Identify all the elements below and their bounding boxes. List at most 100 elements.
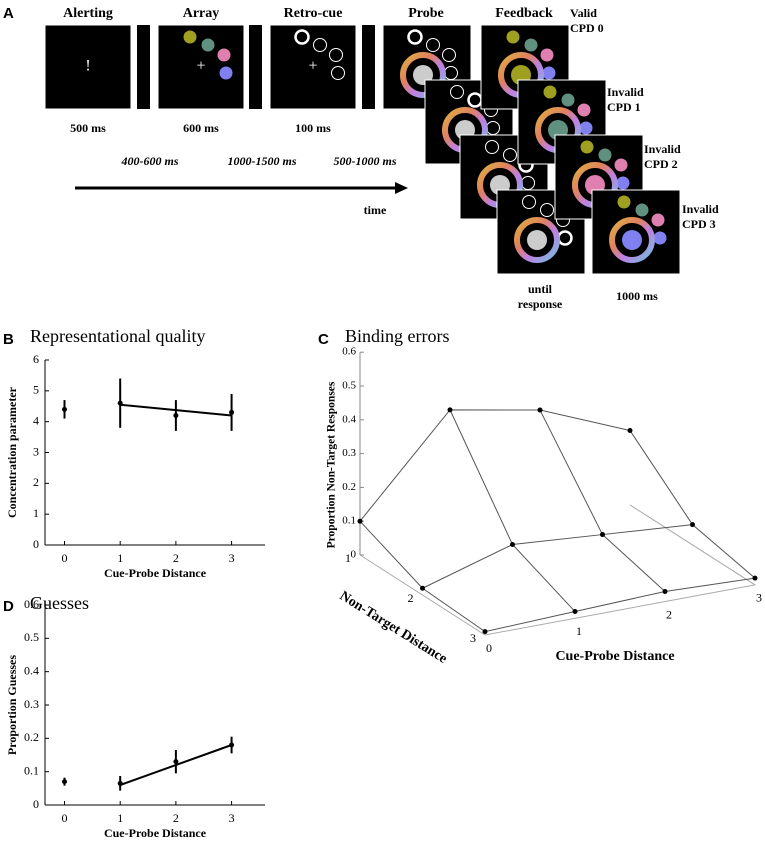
point [752,575,758,581]
label: 2 [173,551,179,565]
label: 1 [345,551,351,565]
item [635,203,649,217]
label: + [308,58,317,75]
label: Invalid [644,142,681,156]
point [61,779,67,785]
label: 0 [33,537,39,551]
blank-frame [137,25,150,109]
label: 0 [486,641,492,655]
label: Array [183,6,220,21]
label: 3 [33,444,39,458]
label: CPD 0 [570,21,604,35]
point [173,413,179,418]
label: 100 ms [295,121,331,135]
frame [269,24,357,110]
item [506,30,520,44]
label: D [3,598,14,615]
item [577,103,591,117]
item [442,48,456,62]
item [201,38,215,52]
label: 500 ms [70,121,106,135]
label: Representational quality [30,326,205,346]
label: until [528,282,553,296]
label: 0.2 [342,481,356,493]
label: Proportion Non-Target Responses [326,381,338,548]
label: 2 [173,811,179,825]
point [627,428,633,434]
label: 3 [229,811,235,825]
label: Cue-Probe Distance [555,649,674,664]
item [598,148,612,162]
item [561,93,575,107]
label: 0 [33,797,39,811]
label: 1000 ms [616,289,658,303]
label: Cue-Probe Distance [104,826,207,840]
point [537,407,543,413]
item [485,140,499,154]
color-wheel [400,52,446,98]
frame [157,24,245,110]
label: Cue-Probe Distance [104,566,207,580]
label: 2 [33,475,39,489]
label: 2 [408,591,414,605]
label: 0.1 [24,763,39,777]
label: 0.4 [24,663,39,677]
item [503,148,517,162]
point [447,407,453,413]
label: 1 [117,551,123,565]
label: response [518,297,563,311]
label: Alerting [63,6,113,21]
label: 0.5 [342,380,356,392]
label: 0.6 [342,346,356,358]
surface-line [422,524,693,589]
label: CPD 1 [607,100,641,114]
label: 3 [470,631,476,645]
floor [359,504,757,636]
point [61,406,67,412]
surface-line [539,409,666,592]
blank-frame [362,25,375,109]
label: 0.6 [24,597,39,611]
item [579,121,593,135]
point [229,409,235,415]
item [616,176,630,190]
label: 1 [117,811,123,825]
item [617,195,631,209]
color-wheel [609,217,655,263]
item [450,85,464,99]
probe [622,230,642,250]
label: 2 [666,607,672,621]
label: 1 [33,506,39,520]
surface-line [484,577,756,633]
item [219,66,233,80]
surface-line [629,430,756,579]
label: 0.3 [342,447,356,459]
point [117,400,123,406]
label: time [364,203,387,217]
item [407,29,423,45]
label: A [3,5,14,22]
blank-frame [249,25,262,109]
label: 6 [33,352,39,366]
item [540,48,554,62]
item [651,213,665,227]
point [482,629,488,635]
point [600,532,605,538]
point [357,518,363,524]
point [173,759,179,765]
item [294,29,310,45]
label: 3 [229,551,235,565]
item [580,140,594,154]
label: Non-Target Distance [337,589,450,667]
point [572,609,578,615]
surface-line [449,409,576,612]
label: + [196,58,205,75]
point [229,742,235,748]
label: Invalid [682,202,719,216]
point [662,588,668,594]
item [653,231,667,245]
item [426,38,440,52]
label: Probe [408,6,444,21]
frame [44,24,132,110]
label: C [318,331,329,348]
